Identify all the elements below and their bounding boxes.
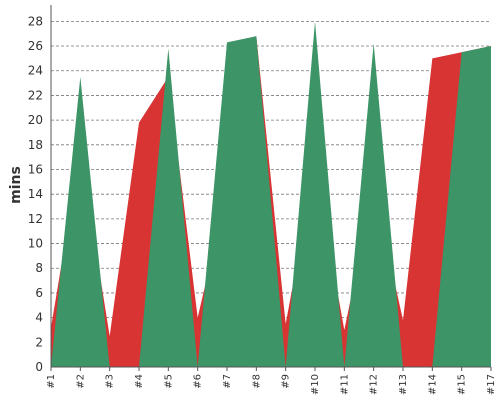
y-tick-label: 28 bbox=[28, 14, 43, 28]
y-tick-label: 16 bbox=[28, 162, 43, 176]
x-tick-label: #7 bbox=[222, 374, 233, 389]
x-tick-label: #8 bbox=[251, 374, 262, 389]
y-tick-label: 12 bbox=[28, 212, 43, 226]
x-tick-label: #11 bbox=[339, 374, 350, 395]
areas bbox=[51, 21, 491, 368]
y-tick-label: 4 bbox=[35, 311, 43, 325]
x-tick-label: #1 bbox=[46, 374, 57, 389]
y-tick-label: 10 bbox=[28, 237, 43, 251]
y-tick-label: 20 bbox=[28, 113, 43, 127]
x-tick-label: #5 bbox=[163, 374, 174, 389]
y-tick-label: 26 bbox=[28, 39, 43, 53]
y-tick-label: 18 bbox=[28, 138, 43, 152]
axes bbox=[50, 5, 492, 371]
x-tick-label: #15 bbox=[457, 374, 468, 395]
x-tick-label: #12 bbox=[369, 374, 380, 395]
series-area-green bbox=[51, 21, 491, 368]
y-axis-title: mins bbox=[8, 166, 24, 204]
x-tick-label: #10 bbox=[310, 374, 321, 395]
x-tick-label: #13 bbox=[398, 374, 409, 395]
y-tick-label: 2 bbox=[35, 335, 43, 349]
x-tick-label: #3 bbox=[105, 374, 116, 389]
y-tick-label: 22 bbox=[28, 88, 43, 102]
x-tick-labels: #1 #2 #3 #4 #5 #6 #7 #8 #9 #10 #11 #12 #13 #14 #15 #17 bbox=[46, 374, 497, 395]
y-tick-label: 8 bbox=[35, 261, 43, 275]
y-tick-label: 0 bbox=[35, 360, 43, 374]
x-tick-label: #6 bbox=[193, 374, 204, 389]
y-tick-label: 24 bbox=[28, 64, 43, 78]
x-tick-label: #4 bbox=[134, 374, 145, 389]
y-tick-label: 6 bbox=[35, 286, 43, 300]
x-tick-label: #9 bbox=[281, 374, 292, 389]
x-tick-label: #17 bbox=[486, 374, 497, 395]
x-tick-label: #14 bbox=[427, 374, 438, 395]
y-tick-label: 14 bbox=[28, 187, 43, 201]
x-tick-label: #2 bbox=[75, 374, 86, 389]
